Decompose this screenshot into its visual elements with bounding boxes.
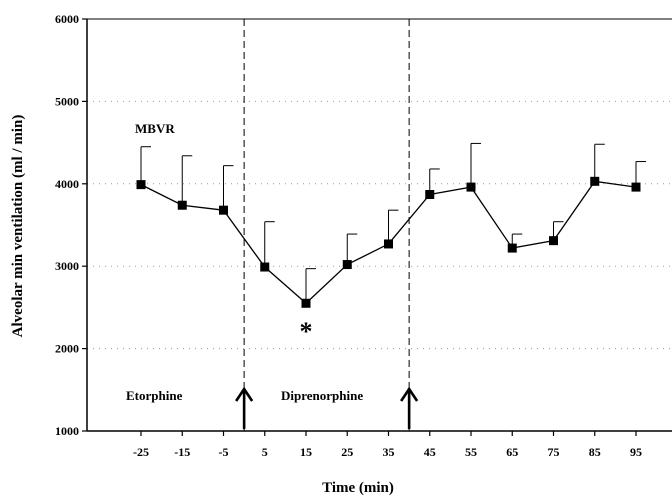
arrow-2: [400, 386, 419, 429]
data-point--25: [136, 180, 146, 190]
data-point-45: [425, 190, 435, 200]
data-point-75: [549, 236, 558, 246]
error-bars: [140, 142, 646, 304]
y-tick-label-1000: 1000: [55, 424, 79, 438]
x-tick-label-5: 5: [262, 445, 268, 459]
data-point-25: [342, 260, 352, 270]
y-axis-ticks: 1000 2000 3000 4000 5000 6000: [55, 12, 87, 438]
y-tick-label-5000: 5000: [55, 94, 79, 108]
x-axis-ticks: -25 -15 -5 5 15 25 35 45 55 65 75 85 95: [133, 431, 642, 459]
data-point-35: [384, 239, 393, 249]
etorphine-label: Etorphine: [126, 388, 183, 403]
drug-arrows: [235, 386, 419, 429]
x-tick-label--25: -25: [133, 445, 149, 459]
x-tick-label-85: 85: [589, 445, 601, 459]
arrow-1: [235, 386, 254, 429]
data-point-85: [590, 176, 600, 186]
x-tick-label-25: 25: [341, 445, 353, 459]
series: [136, 176, 641, 308]
group-label: MBVR: [135, 121, 175, 136]
x-tick-label-15: 15: [300, 445, 312, 459]
x-tick-label-65: 65: [506, 445, 518, 459]
data-point-15: [301, 298, 311, 308]
data-point-95: [631, 182, 641, 192]
diprenorphine-label: Diprenorphine: [281, 388, 363, 403]
y-tick-label-6000: 6000: [55, 12, 79, 26]
event-lines: [243, 19, 410, 431]
x-tick-label-35: 35: [383, 445, 395, 459]
x-tick-label-45: 45: [424, 445, 436, 459]
axes: [86, 18, 672, 432]
x-tick-label-55: 55: [465, 445, 477, 459]
x-axis-title: Time (min): [322, 480, 394, 496]
grid-lines: [87, 100, 672, 350]
data-point-5: [260, 262, 270, 272]
data-point--15: [177, 200, 187, 210]
y-tick-label-2000: 2000: [55, 342, 79, 356]
significance-marker: *: [300, 317, 313, 346]
y-tick-label-4000: 4000: [55, 177, 79, 191]
data-point-65: [507, 243, 517, 253]
x-tick-label--5: -5: [219, 445, 229, 459]
y-axis-title: Alveolar min ventilation (ml / min): [10, 115, 26, 338]
y-tick-label-3000: 3000: [55, 259, 79, 273]
data-point-55: [466, 182, 476, 192]
x-tick-label-75: 75: [548, 445, 560, 459]
data-point--5: [219, 205, 228, 215]
x-tick-label-95: 95: [630, 445, 642, 459]
x-tick-label--15: -15: [174, 445, 190, 459]
